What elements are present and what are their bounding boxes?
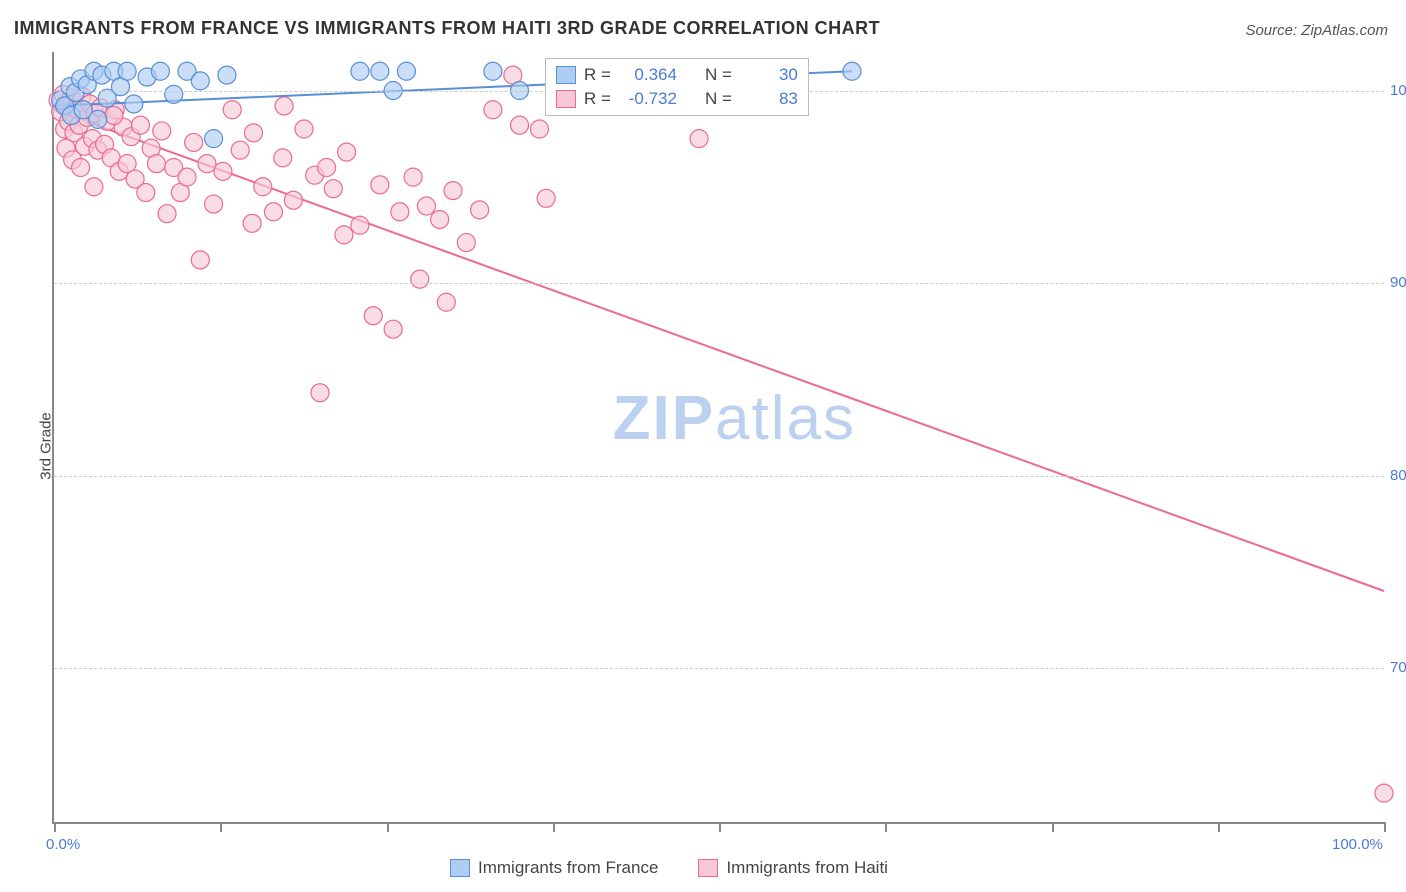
x-tick [1218,822,1220,832]
data-point [89,110,107,128]
trend-line [54,110,1384,591]
source-label: Source: ZipAtlas.com [1245,22,1388,39]
data-point [178,168,196,186]
data-point [371,176,389,194]
data-point [151,62,169,80]
data-point [264,203,282,221]
data-point [125,95,143,113]
data-point [254,178,272,196]
data-point [205,195,223,213]
x-tick [387,822,389,832]
data-point [185,133,203,151]
x-tick [885,822,887,832]
data-point [214,162,232,180]
x-tick [719,822,721,832]
data-point [191,72,209,90]
data-point [324,180,342,198]
x-tick [1384,822,1386,832]
y-tick-label: 90.0% [1390,274,1406,291]
data-point [284,191,302,209]
data-point [245,124,263,142]
x-tick [553,822,555,832]
x-tick [1052,822,1054,832]
data-point [231,141,249,159]
chart-svg [54,52,1384,822]
data-point [351,216,369,234]
data-point [191,251,209,269]
data-point [530,120,548,138]
x-tick [54,822,56,832]
data-point [158,205,176,223]
x-tick-label: 100.0% [1332,836,1383,853]
y-tick-label: 80.0% [1390,467,1406,484]
data-point [243,214,261,232]
data-point [484,101,502,119]
data-point [371,62,389,80]
data-point [118,62,136,80]
legend-item-haiti: Immigrants from Haiti [698,858,888,878]
data-point [275,97,293,115]
data-point [690,130,708,148]
legend-item-france: Immigrants from France [450,858,658,878]
data-point [1375,784,1393,802]
x-tick [220,822,222,832]
data-point [295,120,313,138]
data-point [457,234,475,252]
swatch-france [556,66,576,84]
data-point [444,182,462,200]
swatch-haiti [698,859,718,877]
data-point [384,320,402,338]
data-point [364,307,382,325]
data-point [198,155,216,173]
data-point [484,62,502,80]
data-point [318,159,336,177]
data-point [437,293,455,311]
data-point [431,210,449,228]
data-point [311,384,329,402]
legend-correlation: R = 0.364 N = 30 R = -0.732 N = 83 [545,58,809,116]
data-point [511,116,529,134]
data-point [147,155,165,173]
data-point [537,189,555,207]
data-point [397,62,415,80]
data-point [205,130,223,148]
y-tick-label: 70.0% [1390,659,1406,676]
data-point [165,85,183,103]
data-point [72,159,90,177]
data-point [335,226,353,244]
gridline [54,668,1384,669]
data-point [391,203,409,221]
data-point [223,101,241,119]
gridline [54,476,1384,477]
swatch-france [450,859,470,877]
data-point [105,107,123,125]
gridline [54,283,1384,284]
data-point [338,143,356,161]
swatch-haiti [556,90,576,108]
data-point [471,201,489,219]
plot-area: ZIPatlas [52,52,1384,824]
data-point [411,270,429,288]
data-point [85,178,103,196]
chart-title: IMMIGRANTS FROM FRANCE VS IMMIGRANTS FRO… [14,18,880,39]
legend-row-haiti: R = -0.732 N = 83 [556,87,798,111]
data-point [131,116,149,134]
legend-row-france: R = 0.364 N = 30 [556,63,798,87]
legend-series: Immigrants from France Immigrants from H… [450,858,888,878]
data-point [218,66,236,84]
data-point [351,62,369,80]
x-tick-label: 0.0% [46,836,80,853]
data-point [153,122,171,140]
data-point [404,168,422,186]
data-point [274,149,292,167]
data-point [417,197,435,215]
y-tick-label: 100.0% [1390,82,1406,99]
data-point [843,62,861,80]
data-point [137,184,155,202]
